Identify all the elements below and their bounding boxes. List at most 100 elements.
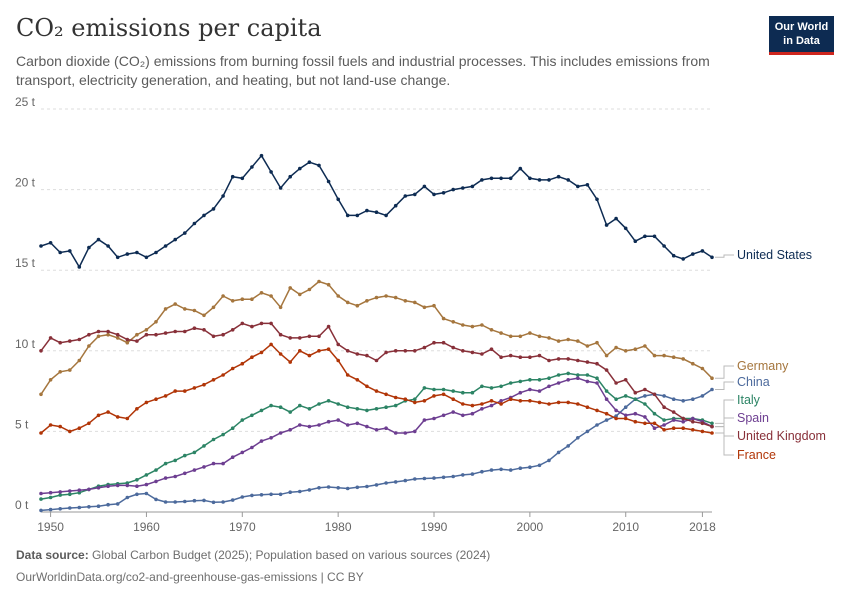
data-point-china[interactable] — [355, 485, 360, 490]
data-point-united-kingdom[interactable] — [595, 361, 599, 366]
data-point-germany[interactable] — [652, 353, 657, 358]
data-point-italy[interactable] — [173, 458, 177, 463]
data-point-united-states[interactable] — [87, 245, 91, 250]
data-point-italy[interactable] — [336, 402, 341, 406]
data-point-italy[interactable] — [326, 399, 331, 403]
data-point-united-states[interactable] — [106, 244, 110, 248]
data-point-spain[interactable] — [250, 445, 254, 450]
data-point-united-states[interactable] — [163, 244, 168, 248]
data-point-spain[interactable] — [87, 487, 91, 492]
data-point-united-states[interactable] — [48, 241, 53, 245]
data-point-china[interactable] — [470, 472, 475, 476]
data-point-france[interactable] — [700, 429, 705, 434]
data-point-france[interactable] — [326, 347, 331, 352]
data-point-china[interactable] — [326, 485, 331, 489]
data-point-italy[interactable] — [441, 387, 446, 392]
data-point-china[interactable] — [106, 502, 110, 507]
series-spain[interactable] — [39, 376, 714, 496]
data-point-united-states[interactable] — [115, 255, 120, 260]
data-point-spain[interactable] — [202, 465, 206, 469]
data-point-china[interactable] — [250, 493, 254, 498]
data-point-germany[interactable] — [336, 294, 341, 298]
data-point-united-states[interactable] — [710, 255, 714, 260]
data-point-germany[interactable] — [508, 334, 513, 339]
data-point-italy[interactable] — [307, 407, 312, 411]
data-point-italy[interactable] — [48, 495, 53, 500]
data-point-china[interactable] — [480, 469, 484, 474]
data-point-france[interactable] — [221, 373, 225, 377]
data-point-united-states[interactable] — [576, 184, 580, 189]
data-point-germany[interactable] — [48, 378, 53, 382]
data-point-italy[interactable] — [614, 397, 618, 402]
data-point-france[interactable] — [393, 395, 398, 400]
data-point-germany[interactable] — [326, 282, 331, 287]
data-point-united-states[interactable] — [269, 170, 273, 174]
data-point-italy[interactable] — [221, 432, 225, 437]
data-point-germany[interactable] — [317, 279, 321, 284]
data-point-germany[interactable] — [633, 347, 638, 352]
data-point-italy[interactable] — [643, 402, 647, 406]
data-point-united-kingdom[interactable] — [432, 340, 436, 345]
data-point-united-kingdom[interactable] — [125, 337, 130, 342]
data-point-germany[interactable] — [537, 334, 542, 339]
data-point-china[interactable] — [183, 499, 187, 504]
data-point-spain[interactable] — [604, 397, 609, 402]
data-point-france[interactable] — [470, 403, 475, 408]
data-point-germany[interactable] — [595, 340, 599, 345]
data-point-spain[interactable] — [518, 390, 523, 395]
data-point-spain[interactable] — [288, 428, 293, 432]
data-point-italy[interactable] — [298, 403, 302, 408]
data-point-italy[interactable] — [183, 453, 187, 458]
data-point-france[interactable] — [163, 394, 168, 398]
data-point-germany[interactable] — [432, 303, 436, 308]
data-point-germany[interactable] — [307, 287, 312, 292]
data-point-united-states[interactable] — [173, 237, 177, 242]
data-point-united-kingdom[interactable] — [480, 352, 484, 356]
data-point-united-states[interactable] — [240, 176, 245, 181]
data-point-united-kingdom[interactable] — [221, 332, 225, 337]
data-point-spain[interactable] — [163, 476, 168, 480]
data-point-italy[interactable] — [518, 379, 523, 384]
data-point-united-states[interactable] — [298, 166, 302, 171]
data-point-united-kingdom[interactable] — [518, 355, 523, 360]
data-point-italy[interactable] — [528, 378, 532, 382]
data-point-italy[interactable] — [451, 389, 456, 393]
data-point-spain[interactable] — [269, 436, 273, 440]
data-point-united-states[interactable] — [393, 203, 398, 208]
data-point-china[interactable] — [643, 394, 647, 398]
data-point-spain[interactable] — [470, 411, 475, 416]
data-point-spain[interactable] — [115, 483, 120, 488]
data-point-united-states[interactable] — [451, 187, 456, 192]
data-point-germany[interactable] — [298, 292, 302, 297]
data-point-united-kingdom[interactable] — [671, 410, 676, 414]
data-point-france[interactable] — [422, 399, 427, 403]
data-point-france[interactable] — [441, 392, 446, 397]
data-point-italy[interactable] — [365, 408, 369, 413]
data-point-france[interactable] — [211, 378, 216, 382]
data-point-france[interactable] — [643, 421, 647, 426]
data-point-france[interactable] — [192, 386, 197, 390]
data-point-germany[interactable] — [585, 344, 590, 348]
data-point-spain[interactable] — [96, 486, 101, 490]
data-point-united-states[interactable] — [518, 166, 523, 171]
data-point-spain[interactable] — [135, 484, 139, 489]
data-point-china[interactable] — [432, 476, 436, 480]
data-point-china[interactable] — [345, 486, 350, 491]
data-point-united-states[interactable] — [595, 197, 599, 202]
data-point-united-states[interactable] — [384, 213, 388, 218]
data-point-united-states[interactable] — [278, 186, 283, 190]
data-point-germany[interactable] — [700, 366, 705, 371]
data-point-spain[interactable] — [403, 431, 408, 435]
data-point-united-states[interactable] — [508, 176, 513, 181]
data-point-united-kingdom[interactable] — [192, 326, 197, 331]
data-point-china[interactable] — [144, 491, 149, 496]
data-point-germany[interactable] — [211, 305, 216, 310]
data-point-united-states[interactable] — [192, 221, 197, 226]
data-point-italy[interactable] — [384, 405, 388, 410]
data-point-united-states[interactable] — [230, 174, 235, 179]
data-point-united-kingdom[interactable] — [413, 349, 417, 353]
data-point-italy[interactable] — [623, 394, 628, 398]
data-point-france[interactable] — [374, 389, 379, 393]
data-point-china[interactable] — [68, 506, 72, 510]
data-point-spain[interactable] — [374, 428, 379, 432]
